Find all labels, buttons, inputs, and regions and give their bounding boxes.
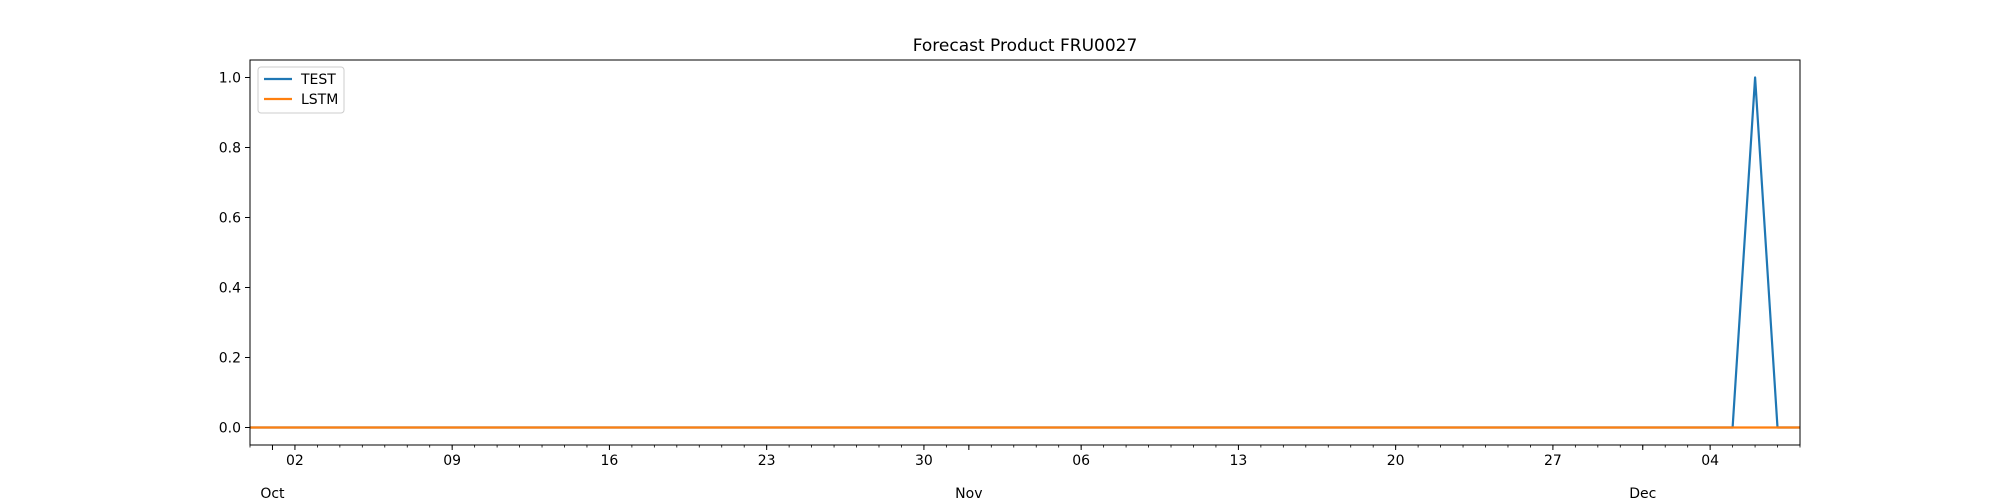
legend-label-test: TEST xyxy=(300,72,336,88)
y-tick-label: 0.6 xyxy=(219,211,241,227)
y-tick-label: 0.0 xyxy=(219,421,241,437)
x-tick-label: 27 xyxy=(1544,453,1562,469)
y-tick-label: 0.2 xyxy=(219,351,241,367)
chart-title: Forecast Product FRU0027 xyxy=(913,36,1138,56)
x-month-label: Dec xyxy=(1629,486,1656,500)
x-tick-label: 20 xyxy=(1387,453,1405,469)
x-month-label: Nov xyxy=(955,486,982,500)
y-axis: 0.0 0.2 0.4 0.6 0.8 1.0 xyxy=(219,71,250,437)
legend-label-lstm: LSTM xyxy=(301,92,338,108)
legend: TEST LSTM xyxy=(257,66,345,114)
series-layer xyxy=(250,76,1800,429)
y-tick-label: 0.8 xyxy=(219,141,241,157)
x-tick-label: 13 xyxy=(1229,453,1247,469)
y-tick-label: 0.4 xyxy=(219,281,241,297)
x-tick-label: 30 xyxy=(915,453,933,469)
x-tick-label: 16 xyxy=(601,453,619,469)
x-tick-label: 04 xyxy=(1701,453,1719,469)
plot-frame xyxy=(249,59,1801,446)
x-tick-label: 09 xyxy=(443,453,461,469)
y-tick-label: 1.0 xyxy=(219,71,241,87)
x-tick-label: 02 xyxy=(286,453,304,469)
x-month-label: Oct xyxy=(260,486,285,500)
x-tick-label: 06 xyxy=(1072,453,1090,469)
x-axis: 02 09 16 23 30 06 13 20 27 04 Oct Nov Dec xyxy=(249,445,1801,500)
x-tick-label: 23 xyxy=(758,453,776,469)
